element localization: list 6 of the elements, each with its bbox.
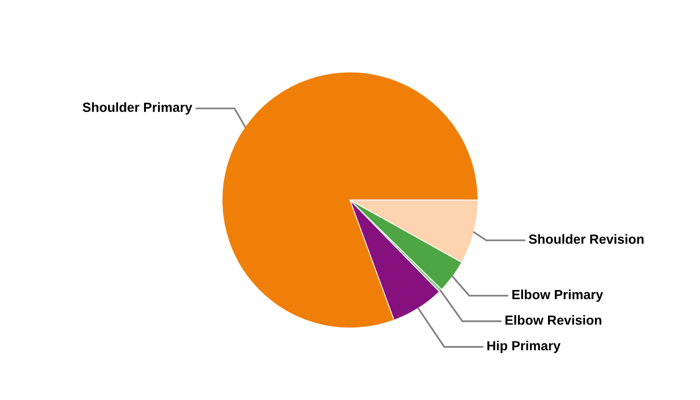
slice-label: Hip Primary (487, 340, 561, 354)
pie-slice (222, 72, 478, 328)
slice-label: Elbow Primary (512, 290, 604, 302)
slice-label: Shoulder Primary (82, 102, 192, 115)
slice-label: Shoulder Revision (528, 234, 644, 244)
slice-label: Elbow Revision (505, 315, 602, 325)
